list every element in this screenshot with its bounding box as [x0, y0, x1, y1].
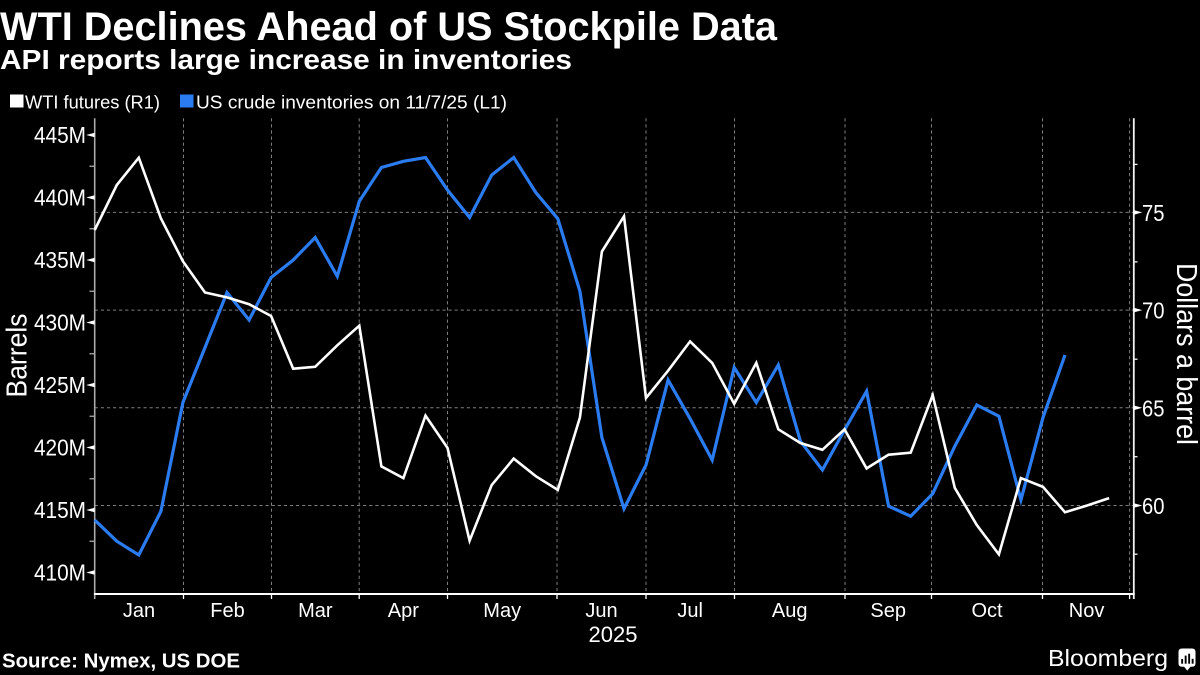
svg-text:Bloomberg: Bloomberg: [1048, 645, 1168, 671]
svg-text:Oct: Oct: [971, 600, 1003, 622]
svg-text:May: May: [483, 600, 521, 622]
svg-text:70: 70: [1142, 298, 1165, 324]
svg-text:Sep: Sep: [870, 600, 906, 622]
svg-text:415M: 415M: [34, 497, 86, 523]
svg-text:Apr: Apr: [388, 600, 419, 622]
svg-text:65: 65: [1142, 395, 1165, 421]
svg-text:Aug: Aug: [772, 600, 808, 622]
svg-text:60: 60: [1142, 493, 1165, 519]
svg-text:Source: Nymex, US DOE: Source: Nymex, US DOE: [2, 651, 240, 673]
svg-text:445M: 445M: [34, 122, 86, 148]
svg-text:435M: 435M: [34, 247, 86, 273]
svg-text:440M: 440M: [34, 185, 86, 211]
svg-text:430M: 430M: [34, 310, 86, 336]
svg-text:2025: 2025: [589, 622, 638, 647]
svg-text:Jul: Jul: [677, 600, 703, 622]
svg-text:425M: 425M: [34, 372, 86, 398]
svg-text:Jun: Jun: [585, 600, 617, 622]
svg-text:Mar: Mar: [298, 600, 333, 622]
svg-text:API reports large increase in: API reports large increase in inventorie…: [0, 44, 572, 75]
svg-text:420M: 420M: [34, 435, 86, 461]
svg-text:Nov: Nov: [1069, 600, 1105, 622]
svg-text:US crude inventories on 11/7/2: US crude inventories on 11/7/25 (L1): [196, 93, 507, 113]
svg-text:75: 75: [1142, 200, 1165, 226]
svg-text:Feb: Feb: [210, 600, 244, 622]
svg-text:410M: 410M: [34, 560, 86, 586]
svg-text:Dollars a barrel: Dollars a barrel: [1170, 263, 1200, 445]
svg-text:Barrels: Barrels: [2, 314, 34, 398]
svg-text:WTI Declines Ahead of US Stock: WTI Declines Ahead of US Stockpile Data: [0, 5, 778, 49]
svg-text:Jan: Jan: [123, 600, 155, 622]
svg-text:WTI futures (R1): WTI futures (R1): [25, 93, 160, 113]
